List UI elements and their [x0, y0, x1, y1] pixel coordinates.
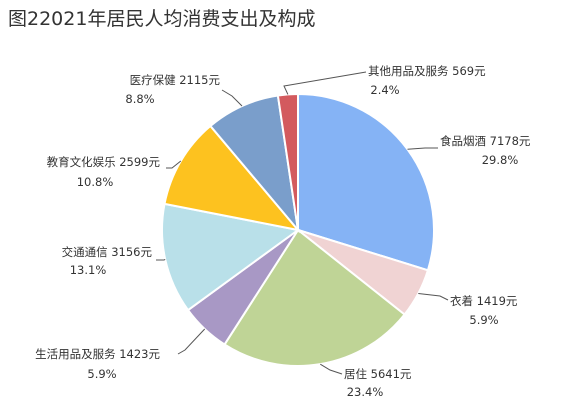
slice-percent: 5.9% [469, 313, 498, 327]
slice-percent: 23.4% [347, 385, 384, 399]
leader-line [283, 71, 367, 95]
pie-slice [161, 202, 301, 312]
slice-label: 衣着 1419元 [450, 294, 518, 308]
slice-label: 其他用品及服务 569元 [368, 64, 486, 78]
slice-percent: 5.9% [87, 367, 116, 381]
leader-line [407, 147, 438, 150]
slice-percent: 13.1% [70, 263, 107, 277]
pie-slice [163, 124, 301, 232]
leader-line [221, 89, 243, 107]
pie-slice [223, 228, 406, 367]
slice-percent: 10.8% [77, 175, 114, 189]
leader-line [166, 160, 182, 169]
chart-title: 图22021年居民人均消费支出及构成 [8, 8, 316, 30]
leader-line [418, 293, 449, 301]
leader-line [177, 328, 206, 355]
slice-label: 生活用品及服务 1423元 [35, 347, 160, 361]
pie-slice [297, 92, 435, 272]
slice-label: 教育文化娱乐 2599元 [47, 155, 161, 169]
leader-lines [156, 71, 449, 375]
slice-label: 交通通信 3156元 [62, 245, 153, 259]
slice-percent: 8.8% [125, 92, 154, 106]
slice-percent: 29.8% [482, 153, 519, 167]
slice-labels: 食品烟酒 7178元 29.8% 衣着 1419元 5.9% 居住 5641元 23.4%… [35, 64, 531, 399]
slice-label: 医疗保健 2115元 [130, 73, 221, 87]
slice-label: 居住 5641元 [344, 367, 412, 381]
leader-line [320, 363, 343, 375]
pie-slices [161, 92, 435, 367]
slice-label: 食品烟酒 7178元 [440, 134, 531, 148]
leader-line [156, 258, 166, 261]
slice-percent: 2.4% [370, 83, 399, 97]
